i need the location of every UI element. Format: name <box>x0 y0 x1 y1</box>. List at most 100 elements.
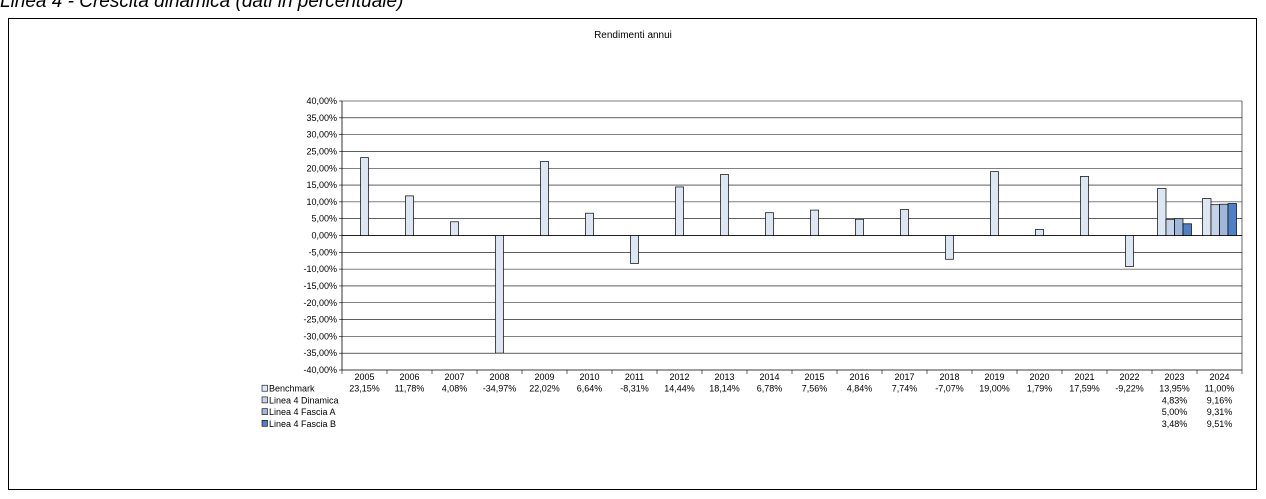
bar <box>1182 223 1192 236</box>
data-label: -9,22% <box>1115 384 1144 394</box>
x-tick-label: 2024 <box>1209 372 1229 382</box>
x-tick-label: 2015 <box>804 372 824 382</box>
x-tick-label: 2005 <box>354 372 374 382</box>
data-label: 11,78% <box>395 384 425 394</box>
data-label: 13,95% <box>1159 384 1190 394</box>
bar <box>1035 229 1044 236</box>
x-tick-label: 2021 <box>1074 372 1094 382</box>
x-tick-label: 2016 <box>849 372 869 382</box>
x-tick-label: 2009 <box>534 372 554 382</box>
legend-key <box>261 396 268 404</box>
bar <box>900 209 909 236</box>
bar <box>1227 203 1237 236</box>
bar <box>1125 235 1134 267</box>
y-tick-label: 15,00% <box>306 180 337 190</box>
y-tick-label: -40,00% <box>303 365 337 375</box>
y-tick-label: 20,00% <box>306 163 337 173</box>
y-tick-label: -25,00% <box>303 315 337 325</box>
data-label: 3,48% <box>1162 419 1188 429</box>
y-tick-label: 40,00% <box>306 96 337 106</box>
data-label: 9,51% <box>1207 419 1233 429</box>
x-tick-label: 2022 <box>1119 372 1139 382</box>
y-tick-label: -35,00% <box>303 348 337 358</box>
data-label: 6,64% <box>577 384 603 394</box>
data-label: 5,00% <box>1162 407 1188 417</box>
legend-label: Linea 4 Fascia B <box>269 419 336 429</box>
y-tick-label: 35,00% <box>306 113 337 123</box>
chart-title: Rendimenti annui <box>594 30 672 41</box>
data-label: -8,31% <box>620 384 649 394</box>
y-tick-label: -30,00% <box>303 331 337 341</box>
x-tick-label: 2008 <box>489 372 509 382</box>
bar <box>540 161 549 236</box>
bar <box>405 195 414 236</box>
x-tick-label: 2006 <box>399 372 419 382</box>
bar <box>675 186 684 236</box>
x-tick-label: 2017 <box>894 372 914 382</box>
x-tick-label: 2023 <box>1164 372 1184 382</box>
bar <box>1210 204 1220 236</box>
y-tick-label: -20,00% <box>303 298 337 308</box>
data-label: 9,31% <box>1207 407 1233 417</box>
data-label: -34,97% <box>483 384 517 394</box>
y-tick-label: -15,00% <box>303 281 337 291</box>
bar <box>1080 176 1089 236</box>
data-label: 11,00% <box>1205 384 1235 394</box>
data-label: 23,15% <box>349 384 380 394</box>
y-tick-label: 10,00% <box>306 197 337 207</box>
bar <box>360 157 369 236</box>
bar <box>450 221 459 236</box>
bar <box>720 174 729 236</box>
y-tick-label: -5,00% <box>308 247 337 257</box>
x-tick-label: 2019 <box>984 372 1004 382</box>
legend-label: Linea 4 Fascia A <box>269 407 336 417</box>
y-tick-label: 5,00% <box>311 214 337 224</box>
data-label: 7,56% <box>802 384 828 394</box>
data-label: 7,74% <box>892 384 918 394</box>
x-tick-label: 2020 <box>1029 372 1049 382</box>
data-label: 18,14% <box>709 384 740 394</box>
x-tick-label: 2014 <box>759 372 779 382</box>
bar <box>630 235 639 264</box>
bar <box>765 212 774 236</box>
bar <box>1174 218 1184 236</box>
bar <box>990 171 999 236</box>
data-label: -7,07% <box>935 384 964 394</box>
y-tick-label: -10,00% <box>303 264 337 274</box>
data-label: 19,00% <box>979 384 1010 394</box>
x-tick-label: 2012 <box>669 372 689 382</box>
legend-label: Benchmark <box>269 384 315 394</box>
bar <box>945 235 954 260</box>
bar <box>1165 218 1175 236</box>
bar <box>810 209 819 236</box>
bar <box>495 235 504 354</box>
legend-key <box>261 419 268 427</box>
y-tick-label: 30,00% <box>306 130 337 140</box>
data-label: 9,16% <box>1207 395 1233 405</box>
legend-key <box>261 384 268 392</box>
data-label: 1,79% <box>1027 384 1053 394</box>
bar <box>1157 188 1167 236</box>
legend-key <box>261 408 268 415</box>
data-label: 4,84% <box>847 384 873 394</box>
data-label: 17,59% <box>1069 384 1100 394</box>
y-tick-label: 0,00% <box>311 231 337 241</box>
y-tick-label: 25,00% <box>306 146 337 156</box>
bar <box>855 218 864 236</box>
x-tick-label: 2011 <box>625 372 644 382</box>
data-label: 4,83% <box>1162 395 1188 405</box>
x-tick-label: 2013 <box>714 372 734 382</box>
page-caption: Linea 4 - Crescita dinamica (dati in per… <box>0 0 404 12</box>
x-tick-label: 2018 <box>939 372 959 382</box>
legend-label: Linea 4 Dinamica <box>269 395 339 405</box>
bar <box>585 212 594 236</box>
x-tick-label: 2007 <box>444 372 464 382</box>
x-tick-label: 2010 <box>579 372 599 382</box>
bar <box>1219 203 1229 236</box>
data-label: 22,02% <box>529 384 560 394</box>
bar <box>1202 198 1212 236</box>
data-label: 4,08% <box>442 384 468 394</box>
data-label: 14,44% <box>664 384 695 394</box>
data-label: 6,78% <box>757 384 783 394</box>
